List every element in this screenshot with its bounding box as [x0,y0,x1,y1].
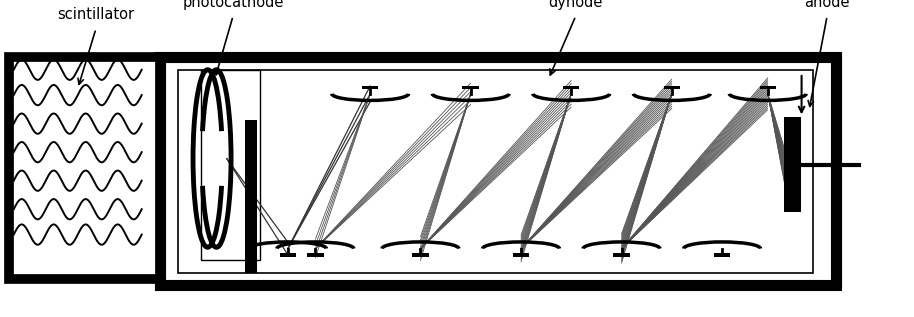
Bar [307,253,324,257]
Bar [563,86,579,89]
Bar [664,86,680,89]
Bar [462,86,479,89]
Text: anode: anode [804,0,850,10]
Bar [245,120,257,273]
Bar [178,70,813,273]
Bar [280,253,296,257]
Bar [513,253,529,257]
Bar [245,158,257,197]
Bar [412,253,429,257]
Bar [362,86,378,89]
Bar [160,57,836,285]
Text: dynode: dynode [548,0,603,10]
Bar [9,57,160,279]
Text: photocathode: photocathode [183,0,283,10]
Bar [784,117,801,212]
Bar [613,253,630,257]
Text: scintillator: scintillator [58,7,134,22]
Bar [201,70,260,260]
Bar [714,253,730,257]
Bar [760,86,776,89]
